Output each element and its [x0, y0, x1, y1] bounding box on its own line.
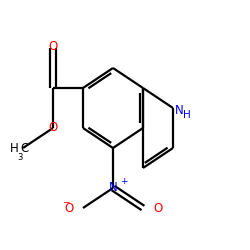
Text: +: +	[120, 177, 127, 186]
Text: C: C	[20, 142, 29, 154]
Text: −: −	[62, 198, 69, 206]
Text: N: N	[108, 181, 118, 194]
Text: O: O	[48, 121, 58, 134]
Text: O: O	[48, 40, 58, 53]
Text: H: H	[182, 110, 190, 120]
Text: O: O	[64, 202, 74, 214]
Text: O: O	[153, 202, 162, 214]
Text: N: N	[175, 104, 184, 117]
Text: 3: 3	[17, 152, 22, 162]
Text: H: H	[10, 142, 19, 154]
